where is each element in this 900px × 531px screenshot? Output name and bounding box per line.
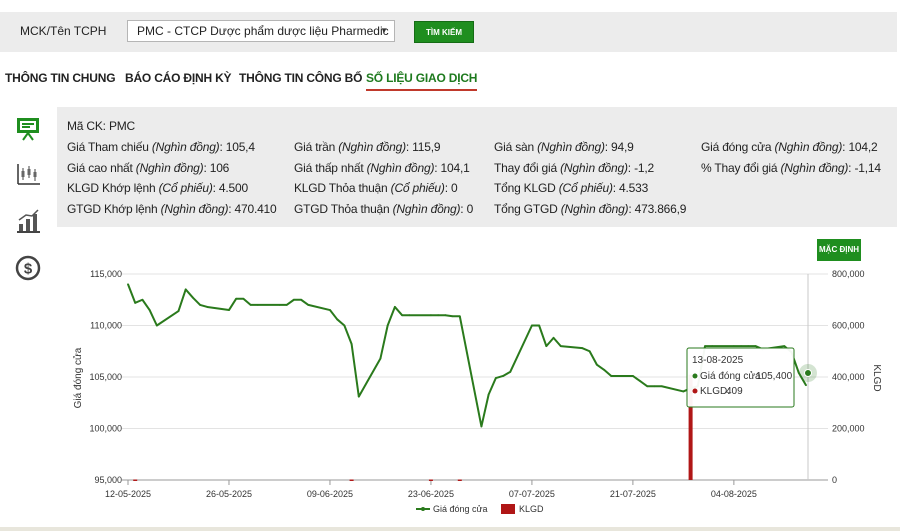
tab-general-info[interactable]: THÔNG TIN CHUNG xyxy=(5,71,116,85)
info-field: GTGD Thỏa thuận (Nghìn đồng): 0 xyxy=(294,202,474,216)
info-field: Giá thấp nhất (Nghìn đồng): 104,1 xyxy=(294,161,470,175)
candlestick-icon[interactable] xyxy=(14,160,42,188)
tab-trading-data[interactable]: SỐ LIỆU GIAO DỊCH xyxy=(366,71,477,91)
svg-text:$: $ xyxy=(24,261,33,278)
tab-bar: THÔNG TIN CHUNG BÁO CÁO ĐỊNH KỲ THÔNG TI… xyxy=(0,68,900,94)
stock-select-value: PMC - CTCP Dược phẩm dược liệu Pharmedic xyxy=(137,24,389,38)
info-field: Thay đổi giá (Nghìn đồng): -1,2 xyxy=(494,161,654,175)
stock-info-panel: Mã CK: PMC Giá Tham chiếu (Nghìn đồng): … xyxy=(57,107,897,227)
default-view-button[interactable]: MẶC ĐỊNH xyxy=(817,239,861,261)
search-button[interactable]: TÌM KIẾM xyxy=(414,21,474,43)
bottom-strip xyxy=(0,527,900,531)
dollar-icon[interactable]: $ xyxy=(14,254,42,282)
info-field: KLGD Thỏa thuận (Cổ phiếu): 0 xyxy=(294,181,458,195)
info-field: Giá đóng cửa (Nghìn đồng): 104,2 xyxy=(701,140,878,154)
info-field: Tổng GTGD (Nghìn đồng): 473.866,9 xyxy=(494,202,687,216)
info-field: Giá Tham chiếu (Nghìn đồng): 105,4 xyxy=(67,140,255,154)
chart-area xyxy=(57,228,897,531)
search-label: MCK/Tên TCPH xyxy=(20,24,107,38)
bar-chart-icon[interactable] xyxy=(14,207,42,235)
stock-code-field: Mã CK: PMC xyxy=(67,119,136,133)
tab-periodic-reports[interactable]: BÁO CÁO ĐỊNH KỲ xyxy=(125,71,232,85)
tab-disclosures[interactable]: THÔNG TIN CÔNG BỐ xyxy=(239,71,363,85)
chevron-down-icon: ▼ xyxy=(380,26,388,35)
presentation-icon[interactable] xyxy=(14,114,42,142)
info-field: KLGD Khớp lệnh (Cổ phiếu): 4.500 xyxy=(67,181,248,195)
info-field: Tổng KLGD (Cổ phiếu): 4.533 xyxy=(494,181,649,195)
info-field: GTGD Khớp lệnh (Nghìn đồng): 470.410 xyxy=(67,202,277,216)
info-field: Giá cao nhất (Nghìn đồng): 106 xyxy=(67,161,230,175)
info-field: Giá trần (Nghìn đồng): 115,9 xyxy=(294,140,441,154)
stock-select[interactable]: PMC - CTCP Dược phẩm dược liệu Pharmedic… xyxy=(127,20,395,42)
info-field: Giá sàn (Nghìn đồng): 94,9 xyxy=(494,140,634,154)
info-field: % Thay đổi giá (Nghìn đồng): -1,14 xyxy=(701,161,881,175)
search-bar: MCK/Tên TCPH PMC - CTCP Dược phẩm dược l… xyxy=(0,12,897,52)
